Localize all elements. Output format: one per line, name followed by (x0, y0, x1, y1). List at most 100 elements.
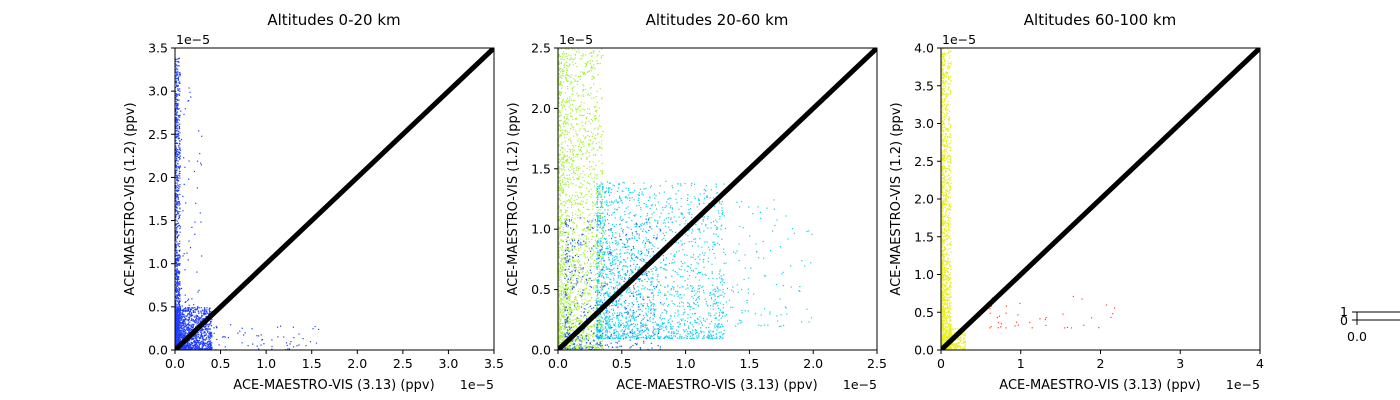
data-point (558, 138, 560, 140)
data-point (615, 236, 617, 239)
data-point (713, 253, 715, 255)
data-point (642, 323, 644, 325)
data-point (581, 235, 583, 237)
data-point (263, 343, 265, 345)
data-point (175, 169, 177, 172)
data-point (563, 156, 565, 158)
data-point (199, 320, 201, 322)
data-point (585, 136, 587, 138)
data-point (203, 332, 205, 334)
data-point (189, 310, 192, 312)
data-point (189, 247, 192, 249)
data-point (190, 344, 192, 346)
data-point (572, 302, 574, 304)
data-point (561, 71, 563, 73)
data-point (261, 339, 263, 341)
data-point (177, 243, 179, 245)
data-point (595, 305, 598, 307)
data-point (178, 288, 180, 290)
data-point (574, 306, 576, 308)
data-point (179, 281, 181, 283)
data-point (175, 60, 177, 62)
data-point (192, 307, 194, 309)
data-point (177, 278, 179, 280)
data-point (559, 120, 561, 122)
data-point (589, 144, 591, 146)
data-point (184, 318, 186, 320)
data-point (179, 294, 181, 296)
data-point (181, 287, 183, 289)
data-point (177, 128, 179, 130)
data-point (185, 342, 187, 345)
data-point (560, 134, 562, 136)
data-point (177, 177, 179, 179)
data-point (563, 63, 565, 65)
data-point (175, 239, 177, 241)
data-point (558, 212, 560, 214)
data-point (564, 327, 567, 330)
data-point (595, 263, 597, 265)
data-point (177, 270, 179, 272)
data-point (601, 320, 603, 322)
data-point (559, 302, 561, 304)
data-point (573, 237, 575, 239)
data-point (566, 155, 568, 157)
data-point (626, 321, 628, 323)
data-point (560, 203, 562, 205)
data-point (564, 75, 567, 77)
data-point (593, 51, 595, 53)
data-point (196, 324, 198, 326)
data-point (191, 307, 193, 309)
data-point (597, 339, 600, 341)
data-point (188, 316, 190, 318)
data-point (190, 342, 192, 344)
data-point (567, 287, 569, 289)
data-point (178, 289, 180, 291)
data-point (562, 334, 564, 336)
data-point (175, 142, 177, 144)
data-point (181, 325, 183, 327)
data-point (654, 197, 656, 199)
data-point (712, 305, 714, 307)
data-point (567, 287, 569, 289)
data-point (559, 209, 561, 211)
data-point (579, 105, 581, 107)
data-point (583, 145, 585, 147)
data-point (582, 83, 584, 85)
data-point (601, 171, 603, 173)
data-point (594, 322, 596, 325)
data-point (208, 336, 210, 338)
data-point (574, 265, 576, 267)
data-point (584, 123, 586, 125)
data-point (195, 321, 197, 323)
data-point (561, 147, 563, 149)
data-point (241, 342, 243, 344)
data-point (584, 249, 586, 251)
data-point (575, 62, 577, 65)
data-point (580, 150, 582, 153)
data-point (563, 162, 565, 164)
panel-2-points (558, 48, 877, 350)
data-point (210, 346, 212, 348)
data-point (178, 99, 180, 101)
data-point (179, 73, 181, 75)
data-point (568, 63, 571, 65)
data-point (585, 193, 587, 196)
data-point (607, 318, 610, 320)
data-point (586, 187, 588, 189)
data-point (580, 115, 582, 117)
data-point (563, 283, 565, 285)
data-point (558, 123, 560, 125)
data-point (177, 165, 179, 167)
data-point (176, 241, 178, 243)
data-point (175, 125, 177, 127)
data-point (638, 267, 641, 269)
data-point (558, 315, 560, 317)
data-point (563, 314, 565, 317)
data-point (600, 55, 602, 57)
data-point (572, 90, 574, 92)
data-point (591, 325, 593, 327)
data-point (587, 256, 589, 258)
data-point (602, 170, 604, 172)
data-point (576, 308, 578, 310)
